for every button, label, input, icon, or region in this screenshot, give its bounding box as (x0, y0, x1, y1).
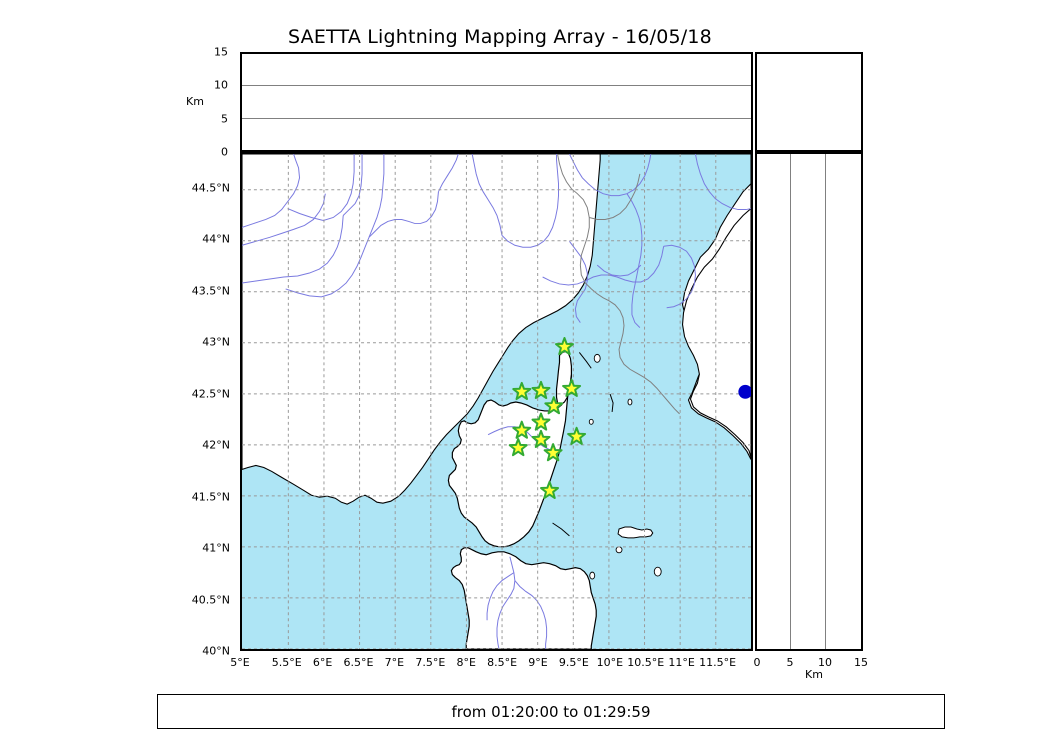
river-12 (626, 193, 643, 328)
landmass-islet-5 (627, 398, 633, 406)
river-14 (596, 264, 642, 277)
river-15 (542, 246, 665, 286)
station-marker (555, 336, 574, 356)
gridline-km-10 (825, 154, 826, 649)
lat-tick-44: 44°N (202, 232, 230, 246)
km-tick-15: 15 (854, 656, 868, 669)
lon-tick-5: 5°E (230, 656, 250, 669)
landmass-southern-france (242, 154, 601, 505)
landmass-islet-6 (588, 418, 594, 425)
lightning-source-dot (738, 384, 751, 399)
km-tick-5: 5 (786, 656, 794, 669)
lon-tick-7: 7°E (384, 656, 405, 669)
page-title: SAETTA Lightning Mapping Array - 16/05/1… (288, 26, 712, 48)
lon-tick-10.5: 10.5°E (627, 656, 665, 669)
coast-detail-ne (578, 352, 592, 369)
altitude-histogram-panel[interactable] (755, 52, 863, 152)
status-bar-text: from 01:20:00 to 01:29:59 (451, 702, 651, 721)
coast-detail-ne2 (609, 393, 614, 412)
lon-tick-8: 8°E (456, 656, 476, 669)
station-marker (544, 396, 564, 415)
river-7 (368, 191, 439, 238)
gridline-km-5 (790, 154, 791, 649)
altitude-tick-5: 5 (221, 112, 228, 126)
lat-tick-43: 43°N (202, 335, 230, 349)
river-10 (501, 154, 560, 248)
station-marker (531, 412, 551, 431)
river-13 (569, 240, 588, 323)
landmass-islet-2 (653, 566, 662, 577)
landmass-islet-1 (615, 546, 623, 554)
river-2 (287, 154, 355, 221)
km-tick-10: 10 (818, 656, 832, 669)
altitude-longitude-panel[interactable] (240, 52, 753, 152)
river-9 (471, 154, 503, 236)
lat-tick-42: 42°N (202, 438, 230, 452)
map-canvas (242, 154, 751, 649)
station-marker (512, 381, 532, 401)
station-marker (543, 443, 563, 462)
river-sardinia-1 (496, 556, 516, 649)
landmass-islet-3 (589, 571, 596, 580)
station-marker (567, 426, 587, 445)
lon-tick-11: 11°E (668, 656, 695, 669)
lon-tick-6: 6°E (312, 656, 333, 669)
map-panel[interactable] (240, 152, 753, 651)
station-marker (531, 380, 551, 400)
lon-tick-9: 9°E (528, 656, 548, 669)
river-3 (242, 215, 344, 284)
lon-tick-10: 10°E (596, 656, 624, 669)
lat-tick-42.5: 42.5°N (191, 387, 230, 401)
gridline-altitude-5 (242, 118, 751, 119)
lightning-source-layer (738, 384, 751, 399)
gridline-altitude-10 (242, 85, 751, 86)
lon-tick-7.5: 7.5°E (415, 656, 446, 669)
lat-tick-41: 41°N (202, 541, 230, 555)
lat-tick-44.5: 44.5°N (191, 181, 230, 195)
status-bar[interactable]: from 01:20:00 to 01:29:59 (157, 694, 945, 729)
km-axis-label: Km (805, 668, 823, 681)
station-marker (531, 429, 551, 448)
river-17 (694, 154, 751, 211)
landmass-islet-4 (593, 353, 601, 363)
lon-tick-9.5: 9.5°E (558, 656, 589, 669)
lon-tick-5.5: 5.5°E (271, 656, 302, 669)
lat-tick-40.5: 40.5°N (191, 593, 230, 607)
river-sardinia-2 (514, 580, 548, 649)
altitude-tick-0: 0 (221, 145, 228, 159)
lon-tick-11.5: 11.5°E (699, 656, 737, 669)
station-marker (540, 480, 560, 500)
coast-detail-sardinia (552, 522, 570, 537)
river-8 (438, 154, 459, 192)
lat-tick-41.5: 41.5°N (191, 490, 230, 504)
river-sardinia-3 (486, 572, 515, 621)
landmass-italy-west-coast (681, 207, 751, 458)
latitude-altitude-panel[interactable] (755, 152, 863, 651)
administrative-borders (557, 154, 680, 415)
altitude-tick-15: 15 (214, 45, 228, 59)
station-marker (512, 420, 532, 439)
station-marker (508, 438, 528, 457)
lon-tick-6.5: 6.5°E (343, 656, 374, 669)
river-rhone (242, 154, 301, 228)
station-marker-layer (508, 336, 587, 500)
km-tick-0: 0 (753, 656, 761, 669)
map-gridlines (242, 154, 751, 649)
river-6 (368, 154, 385, 238)
river-1 (242, 193, 326, 246)
lat-tick-40: 40°N (202, 644, 230, 658)
altitude-axis-label: Km (186, 95, 204, 108)
altitude-tick-10: 10 (214, 78, 228, 92)
river-11 (568, 154, 652, 197)
lon-tick-8.5: 8.5°E (487, 656, 518, 669)
border-fr-it (557, 154, 680, 415)
lat-tick-43.5: 43.5°N (191, 284, 230, 298)
border-detail (589, 173, 641, 220)
river-5 (285, 237, 370, 298)
station-marker (562, 378, 582, 397)
